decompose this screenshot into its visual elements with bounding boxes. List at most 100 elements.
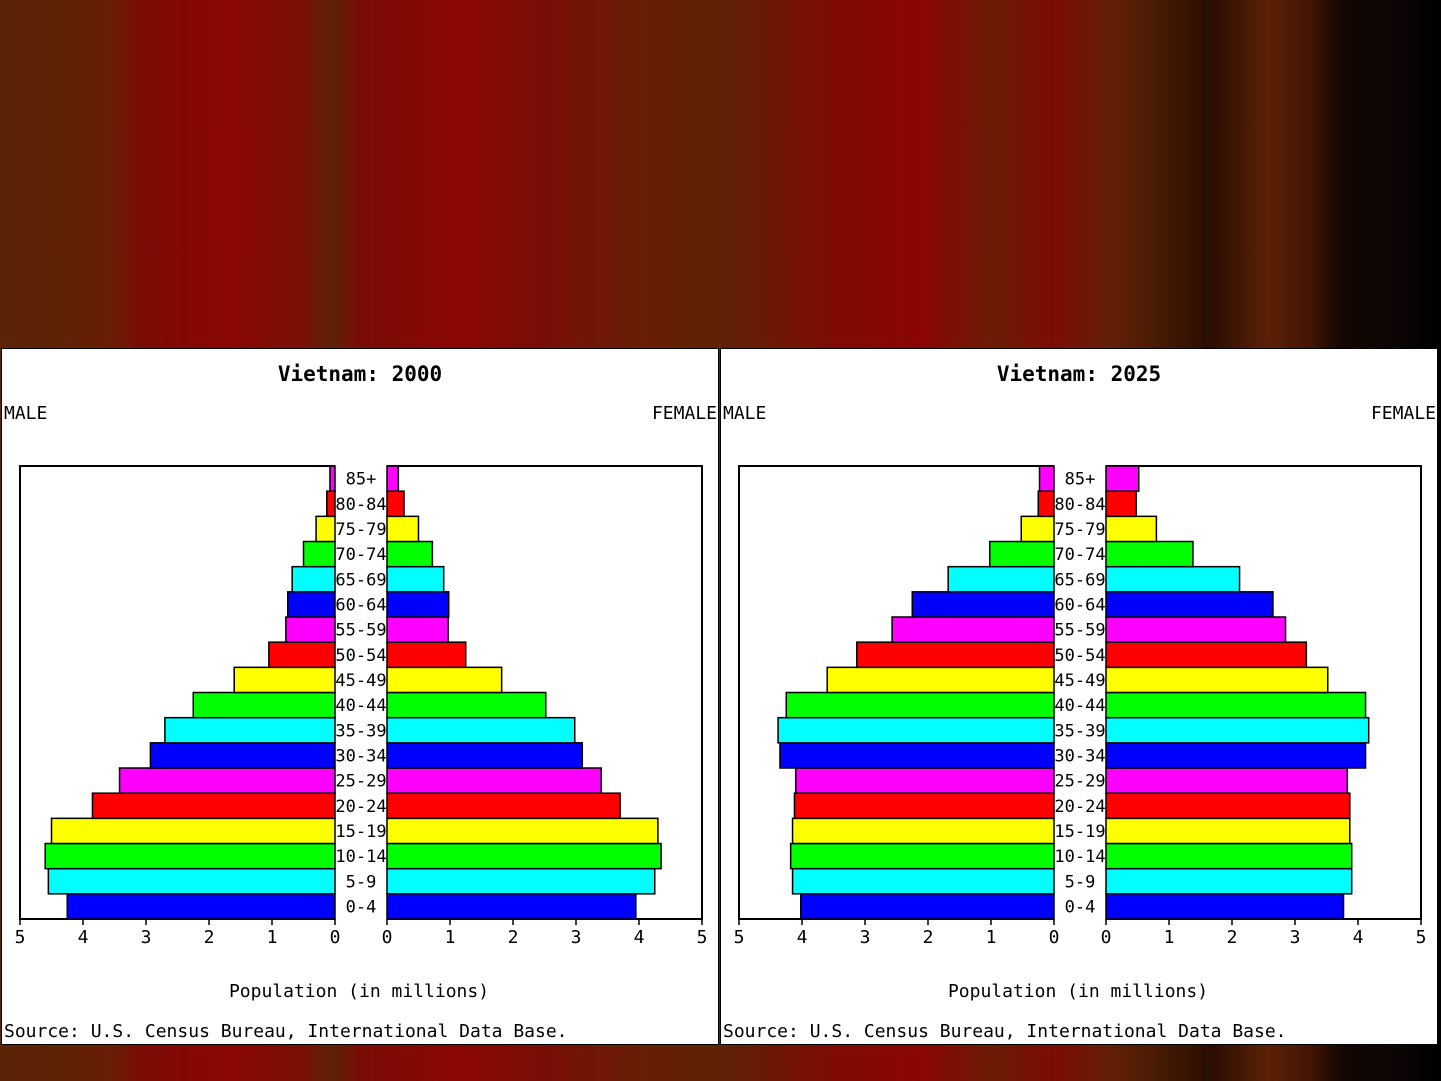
male-bar-85+ (329, 465, 336, 492)
female-bar-5-9 (1105, 867, 1353, 895)
female-tick-label: 2 (1227, 927, 1238, 948)
male-bar-10-14 (789, 842, 1055, 870)
pyramid-chart-2000: Vietnam: 2000 MALE FEMALE Population (in… (4, 362, 717, 1042)
male-tick-label: 0 (330, 927, 341, 948)
age-label-55-59: 55-59 (1054, 621, 1105, 641)
male-tick-label: 5 (15, 927, 26, 948)
male-bar-75-79 (1020, 515, 1055, 543)
male-bar-30-34 (149, 742, 336, 769)
male-bar-70-74 (988, 540, 1055, 568)
male-bar-80-84 (1037, 490, 1055, 518)
female-bar-5-9 (386, 867, 656, 895)
age-label-45-49: 45-49 (335, 671, 386, 691)
female-bar-35-39 (1105, 716, 1370, 744)
female-tick-label: 0 (1101, 927, 1112, 948)
female-bar-85+ (386, 465, 400, 492)
male-bar-55-59 (891, 616, 1055, 643)
age-label-25-29: 25-29 (1054, 772, 1105, 792)
male-bar-40-44 (785, 691, 1055, 719)
chart-title: Vietnam: 2025 (997, 362, 1161, 386)
male-tick-label: 0 (1049, 927, 1060, 948)
age-label-5-9: 5-9 (1065, 872, 1096, 892)
age-label-80-84: 80-84 (335, 495, 386, 515)
female-tick-label: 0 (382, 927, 393, 948)
age-label-20-24: 20-24 (1054, 797, 1105, 817)
male-tick-label: 2 (204, 927, 215, 948)
age-label-35-39: 35-39 (1054, 721, 1105, 741)
x-axis-label: Population (in millions) (948, 981, 1208, 1002)
male-bar-60-64 (287, 591, 336, 618)
male-label: MALE (4, 403, 47, 424)
pyramid-panel-2000: Vietnam: 2000 MALE FEMALE Population (in… (1, 348, 719, 1045)
age-label-40-44: 40-44 (1054, 696, 1105, 716)
male-bar-35-39 (164, 716, 336, 744)
age-label-0-4: 0-4 (1065, 897, 1096, 917)
age-label-15-19: 15-19 (1054, 822, 1105, 842)
male-tick-label: 5 (734, 927, 745, 948)
male-bar-15-19 (791, 817, 1055, 845)
female-bar-80-84 (1105, 490, 1137, 518)
female-bar-10-14 (1105, 842, 1353, 870)
age-label-10-14: 10-14 (1054, 847, 1105, 867)
male-bar-70-74 (302, 540, 336, 568)
age-label-55-59: 55-59 (335, 621, 386, 641)
female-bar-70-74 (386, 540, 434, 568)
age-label-65-69: 65-69 (1054, 570, 1105, 590)
male-tick-label: 1 (267, 927, 278, 948)
female-bar-0-4 (1105, 893, 1345, 920)
female-tick-label: 2 (508, 927, 519, 948)
female-bar-75-79 (386, 515, 420, 543)
male-bar-55-59 (285, 616, 336, 643)
male-bar-60-64 (911, 591, 1055, 618)
female-bar-65-69 (1105, 565, 1241, 593)
female-tick-label: 3 (1290, 927, 1301, 948)
female-bar-30-34 (1105, 742, 1367, 769)
male-tick-label: 4 (78, 927, 89, 948)
male-label: MALE (723, 403, 766, 424)
age-label-75-79: 75-79 (1054, 520, 1105, 540)
male-bar-10-14 (44, 842, 336, 870)
age-label-85+: 85+ (1065, 470, 1096, 490)
female-tick-label: 1 (1164, 927, 1175, 948)
female-bar-45-49 (1105, 666, 1329, 694)
female-bar-80-84 (386, 490, 405, 518)
female-label: FEMALE (652, 403, 717, 424)
female-tick-label: 1 (445, 927, 456, 948)
age-label-75-79: 75-79 (335, 520, 386, 540)
female-bar-30-34 (386, 742, 584, 769)
female-bar-40-44 (386, 691, 547, 719)
female-bar-15-19 (1105, 817, 1351, 845)
female-bar-25-29 (386, 767, 602, 794)
male-bar-75-79 (315, 515, 336, 543)
age-label-0-4: 0-4 (346, 897, 377, 917)
female-bar-60-64 (1105, 591, 1274, 618)
male-bar-25-29 (794, 767, 1055, 794)
male-tick-label: 4 (797, 927, 808, 948)
chart-title: Vietnam: 2000 (278, 362, 442, 386)
male-bar-20-24 (91, 792, 336, 820)
female-bar-45-49 (386, 666, 503, 694)
female-bar-55-59 (1105, 616, 1287, 643)
source-note: Source: U.S. Census Bureau, Internationa… (723, 1021, 1287, 1042)
male-bar-25-29 (118, 767, 336, 794)
age-label-15-19: 15-19 (335, 822, 386, 842)
male-bar-45-49 (233, 666, 336, 694)
age-label-80-84: 80-84 (1054, 495, 1105, 515)
female-bar-60-64 (386, 591, 450, 618)
female-bar-70-74 (1105, 540, 1194, 568)
age-label-10-14: 10-14 (335, 847, 386, 867)
age-label-45-49: 45-49 (1054, 671, 1105, 691)
female-bar-75-79 (1105, 515, 1158, 543)
age-label-50-54: 50-54 (335, 646, 386, 666)
male-bar-40-44 (192, 691, 336, 719)
female-tick-label: 4 (1353, 927, 1364, 948)
male-bar-85+ (1038, 465, 1055, 492)
pyramid-chart-2025: Vietnam: 2025 MALE FEMALE Population (in… (723, 362, 1436, 1042)
female-bar-20-24 (386, 792, 621, 820)
male-bar-15-19 (50, 817, 336, 845)
age-label-50-54: 50-54 (1054, 646, 1105, 666)
source-note: Source: U.S. Census Bureau, Internationa… (4, 1021, 568, 1042)
age-label-35-39: 35-39 (335, 721, 386, 741)
male-bar-65-69 (947, 565, 1055, 593)
male-bar-80-84 (326, 490, 336, 518)
